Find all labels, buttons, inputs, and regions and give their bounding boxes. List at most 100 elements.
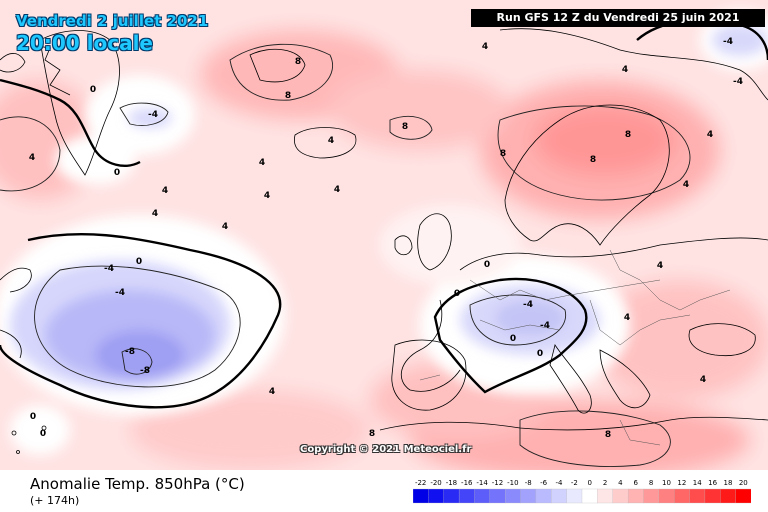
color-scale-tick-label: 18 (723, 479, 732, 487)
isotherm-label: 8 (605, 430, 611, 440)
country-borders (419, 249, 731, 446)
color-scale-tick-label: -22 (415, 479, 426, 487)
isotherm-label: 4 (222, 222, 228, 232)
isotherm-label: -4 (723, 37, 733, 47)
color-scale-cell (458, 488, 475, 504)
color-scale-cell (551, 488, 568, 504)
model-run-info: Run GFS 12 Z du Vendredi 25 juin 2021 (471, 9, 765, 27)
isotherm-label: 4 (482, 42, 488, 52)
isotherm-label: 4 (259, 158, 265, 168)
isotherm-label: -4 (104, 264, 114, 274)
isotherm-label: 0 (136, 257, 142, 267)
color-scale-cell (443, 488, 460, 504)
isotherm-label: -4 (148, 110, 158, 120)
map-title: Anomalie Temp. 850hPa (°C) (30, 475, 245, 493)
color-scale-cell (704, 488, 721, 504)
isotherm-label: 4 (29, 153, 35, 163)
copyright-watermark: Copyright © 2021 Meteociel.fr (300, 444, 472, 455)
isotherm-label: 8 (590, 155, 596, 165)
color-scale-tick-label: 14 (693, 479, 702, 487)
forecast-local-time: 20:00 locale (16, 31, 153, 55)
color-scale-cell (643, 488, 660, 504)
cold-anomaly-areas (10, 24, 768, 390)
isotherm-label: 4 (624, 313, 630, 323)
isotherm-label: 0 (537, 349, 543, 359)
color-scale-cell (674, 488, 690, 504)
isotherm-label: 8 (285, 91, 291, 101)
isotherm-label: 8 (295, 57, 301, 67)
color-scale-tick-label: -4 (555, 479, 563, 487)
color-scale-cell (566, 488, 583, 504)
color-scale-tick-label: -18 (446, 479, 457, 487)
color-scale-cell (658, 488, 675, 504)
color-scale-tick-label: 20 (739, 479, 748, 487)
color-scale-tick-label: -16 (461, 479, 473, 487)
isotherm-label: 4 (264, 191, 270, 201)
forecast-date: Vendredi 2 juillet 2021 (16, 12, 209, 30)
isotherm-label: 4 (269, 387, 275, 397)
isotherm-label: 0 (454, 289, 460, 299)
color-scale-tick-label: -12 (492, 479, 503, 487)
color-scale-tick-label: 6 (634, 479, 639, 487)
isotherm-value-labels: -400444444444444888888-4-4-8-80400-4-400… (29, 37, 743, 440)
isotherm-label: -4 (115, 288, 125, 298)
isotherm-label: 0 (510, 334, 516, 344)
isotherm-label: 0 (40, 429, 46, 439)
color-scale-cell (474, 488, 491, 504)
color-scale-tick-label: -6 (540, 479, 548, 487)
isotherm-label: -8 (140, 366, 150, 376)
isotherm-label: 4 (683, 180, 689, 190)
color-scale-tick-label: -2 (571, 479, 578, 487)
isotherm-label: 0 (90, 85, 96, 95)
isotherm-label: 0 (484, 260, 490, 270)
temperature-anomaly-map: -400444444444444888888-4-4-8-80400-4-400… (0, 0, 768, 470)
color-scale-tick-label: -20 (430, 479, 441, 487)
forecast-lead-time: (+ 174h) (30, 494, 80, 507)
color-scale-tick-label: 8 (649, 479, 653, 487)
isotherm-label: -4 (523, 300, 533, 310)
isotherm-label: 8 (369, 429, 375, 439)
isotherm-label: 8 (402, 122, 408, 132)
isotherm-label: 4 (328, 136, 334, 146)
isotherm-label: 4 (707, 130, 713, 140)
color-scale-tick-label: 4 (618, 479, 623, 487)
color-scale-cell (520, 488, 537, 504)
color-scale-tick-label: 2 (603, 479, 607, 487)
isotherm-label: 4 (334, 185, 340, 195)
isotherm-label: -4 (540, 321, 550, 331)
color-scale-cell (535, 488, 552, 504)
isotherm-label: 4 (700, 375, 706, 385)
color-scale-cell (627, 488, 644, 504)
color-scale-tick-label: -10 (507, 479, 518, 487)
coastlines (0, 28, 768, 454)
isotherm-label: -8 (125, 347, 135, 357)
color-scale-tick-label: -14 (476, 479, 488, 487)
color-scale-cell (428, 488, 445, 504)
isotherm-label: 0 (114, 168, 120, 178)
isotherm-label: 0 (30, 412, 36, 422)
isotherm-label: 4 (622, 65, 628, 75)
color-scale-legend: -22 -20 -18 -16 -14 -12 -10 -8 -6 -4 -2 0 2 4 6 8 10 12 14… (413, 479, 751, 504)
isotherm-label: 4 (657, 261, 663, 271)
color-scale-cell (689, 488, 706, 504)
color-scale-tick-label: 0 (587, 479, 591, 487)
isotherm-lines (0, 43, 691, 467)
color-scale-cell (720, 488, 737, 504)
color-scale-cell (735, 488, 751, 504)
color-scale-cell (489, 488, 506, 504)
color-scale-cell (597, 488, 614, 504)
isotherm-label: 8 (500, 149, 506, 159)
color-scale-tick-label: 12 (677, 479, 686, 487)
color-scale-tick-label: -8 (525, 479, 532, 487)
isotherm-label: 8 (625, 130, 631, 140)
color-scale-tick-label: 16 (708, 479, 717, 487)
isotherm-label: 4 (162, 186, 168, 196)
color-scale-cell (505, 488, 521, 504)
isotherm-label: -4 (733, 77, 743, 87)
color-scale-cell (581, 488, 598, 504)
color-scale-cell (612, 488, 629, 504)
isotherm-label: 4 (152, 209, 158, 219)
color-scale-tick-label: 10 (662, 479, 671, 487)
color-scale-cell (413, 488, 429, 504)
